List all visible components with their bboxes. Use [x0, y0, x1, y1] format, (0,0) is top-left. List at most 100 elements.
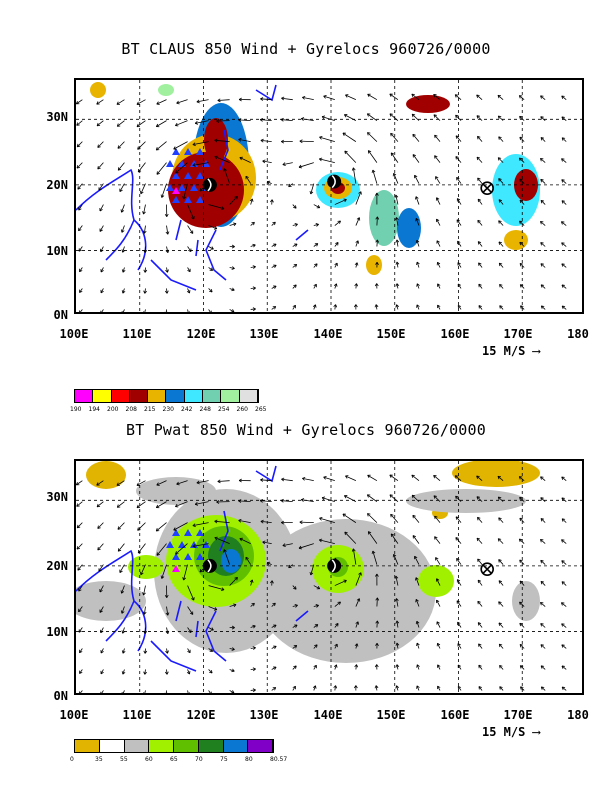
wind-vector [238, 118, 251, 122]
wind-vector [239, 156, 251, 163]
wind-vector [298, 543, 314, 550]
wind-vector [561, 284, 567, 289]
chart1-xtick-130E: 130E [249, 327, 279, 341]
chart1-title: BT CLAUS 850 Wind + Gyrelocs 960726/0000 [121, 40, 491, 58]
wind-vector [333, 664, 338, 670]
wind-vector [76, 543, 83, 550]
wind-vector [299, 139, 314, 144]
wind-vector [194, 120, 209, 125]
wind-vector [78, 585, 83, 592]
wind-vector [313, 604, 319, 608]
wind-vector [292, 645, 298, 649]
wind-vector [214, 536, 230, 544]
wind-vector [436, 621, 441, 628]
chart1-ytick-0N: 0N [53, 308, 68, 322]
wind-vector [412, 133, 420, 142]
wind-vector [100, 627, 104, 634]
wind-vector [519, 643, 525, 649]
chart1-ytick-10N: 10N [46, 244, 68, 258]
wind-vector [281, 477, 293, 482]
wind-vector [100, 246, 104, 253]
wind-vector [561, 305, 567, 310]
wind-vector [497, 157, 504, 163]
wind-vector [238, 478, 251, 483]
wind-vector [540, 601, 546, 607]
wind-vector [208, 204, 225, 210]
wind-vector [249, 579, 254, 586]
wind-vector [518, 538, 525, 544]
chart2-ytick-10N: 10N [46, 625, 68, 639]
wind-vector [334, 601, 341, 607]
wind-vector [76, 99, 83, 105]
chart2-coastlines [76, 465, 309, 672]
wind-vector [238, 499, 251, 503]
wind-vector [100, 309, 104, 312]
wind-vector [334, 242, 339, 247]
wind-vector [143, 309, 147, 312]
wind-vector [540, 476, 546, 481]
wind-vector [395, 620, 400, 628]
wind-vector [477, 558, 483, 565]
wind-vector [395, 304, 400, 310]
wind-vector [411, 474, 420, 481]
chart2-xtick-180: 180 [567, 708, 589, 722]
wind-vector [477, 177, 483, 184]
wind-vector [96, 99, 104, 105]
wind-vector [309, 564, 315, 576]
wind-vector [476, 496, 483, 502]
wind-vector [100, 669, 104, 675]
chart1-xtick-160E: 160E [440, 327, 470, 341]
wind-vector [164, 669, 169, 675]
wind-vector [98, 564, 104, 572]
wind-vector [223, 549, 231, 565]
wind-vector [561, 665, 567, 670]
wind-vector [414, 555, 420, 565]
wind-vector [155, 141, 167, 151]
wind-vector [355, 572, 362, 586]
wind-vector [411, 93, 420, 100]
colorbar-label: 190 [70, 406, 82, 413]
wind-vector [175, 543, 188, 555]
wind-vector [454, 94, 462, 100]
wind-vector [353, 304, 358, 310]
wind-vector [437, 304, 441, 310]
wind-vector [100, 267, 104, 273]
wind-vector [99, 225, 104, 232]
wind-vector [155, 522, 167, 532]
wind-vector [561, 242, 567, 247]
wind-vector [319, 135, 335, 143]
wind-vector [457, 685, 462, 691]
wind-vector [271, 624, 277, 628]
wind-vector [375, 597, 380, 607]
wind-vector [389, 474, 399, 481]
wind-vector [498, 262, 504, 268]
wind-vector [477, 241, 483, 247]
wind-vector [389, 113, 399, 121]
wind-vector [156, 162, 167, 175]
wind-vector [281, 520, 293, 525]
wind-vector [250, 265, 256, 269]
wind-vector [414, 174, 420, 184]
chart1-xtick-110E: 110E [122, 327, 152, 341]
wind-vector [394, 598, 399, 607]
wind-vector [238, 518, 251, 524]
wind-vector [259, 117, 272, 122]
wind-vector [142, 585, 146, 596]
colorbar-swatch [221, 390, 240, 402]
wind-vector [208, 225, 218, 230]
wind-vector [313, 223, 319, 227]
wind-vector [137, 522, 146, 531]
wind-vector [455, 114, 462, 121]
wind-vector [121, 309, 125, 312]
colorbar-swatch [239, 390, 258, 402]
colorbar-swatch [198, 740, 224, 752]
wind-vector [416, 283, 420, 289]
wind-vector [342, 132, 357, 142]
wind-vector [96, 120, 104, 127]
wind-vector [176, 480, 188, 486]
wind-vector [78, 606, 83, 613]
wind-vector [540, 665, 546, 670]
wind-vector [140, 183, 146, 195]
wind-vector [433, 93, 441, 100]
wind-vector [412, 514, 420, 523]
